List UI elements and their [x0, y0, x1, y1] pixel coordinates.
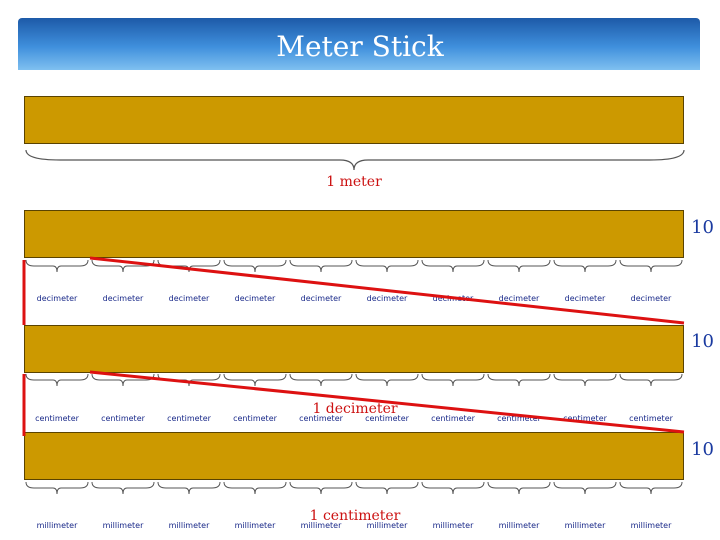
unit-label-millimeter: millimeter — [564, 521, 606, 530]
segment-bracket — [91, 481, 155, 495]
segment-bracket — [91, 373, 155, 387]
segment-bracket — [157, 481, 221, 495]
unit-label-decimeter: decimeter — [300, 294, 342, 303]
unit-label-centimeter: centimeter — [233, 414, 277, 423]
unit-label-decimeter: decimeter — [234, 294, 276, 303]
title-banner — [18, 18, 700, 70]
unit-label-millimeter: millimeter — [366, 521, 408, 530]
segment-bracket — [553, 373, 617, 387]
unit-label-decimeter: decimeter — [36, 294, 78, 303]
segment-bracket — [487, 373, 551, 387]
segment-bracket — [25, 481, 89, 495]
segment-bracket — [223, 481, 287, 495]
segment-bracket — [355, 373, 419, 387]
segment-bracket — [619, 259, 683, 273]
segment-bracket — [619, 373, 683, 387]
segment-bracket — [421, 259, 485, 273]
meter-caption: 1 meter — [326, 174, 382, 190]
decimeter-caption: 1 decimeter — [312, 401, 398, 417]
unit-label-centimeter: centimeter — [563, 414, 607, 423]
unit-label-centimeter: centimeter — [167, 414, 211, 423]
segment-bracket — [553, 259, 617, 273]
unit-label-centimeter: centimeter — [497, 414, 541, 423]
decimeter-stick — [24, 210, 684, 258]
unit-label-millimeter: millimeter — [630, 521, 672, 530]
ratio-label-2: 10 — [691, 331, 714, 352]
unit-label-centimeter: centimeter — [35, 414, 79, 423]
meter-stick-full — [24, 96, 684, 144]
segment-bracket — [289, 259, 353, 273]
unit-label-millimeter: millimeter — [432, 521, 474, 530]
unit-label-centimeter: centimeter — [365, 414, 409, 423]
unit-label-millimeter: millimeter — [168, 521, 210, 530]
ratio-label-3: 10 — [691, 439, 714, 460]
centimeter-caption: 1 centimeter — [309, 508, 401, 524]
segment-bracket — [421, 481, 485, 495]
segment-bracket — [355, 259, 419, 273]
millimeter-stick — [24, 432, 684, 480]
segment-bracket — [289, 373, 353, 387]
segment-bracket — [487, 259, 551, 273]
segment-bracket — [619, 481, 683, 495]
unit-label-millimeter: millimeter — [300, 521, 342, 530]
segment-bracket — [25, 373, 89, 387]
unit-label-decimeter: decimeter — [168, 294, 210, 303]
unit-label-decimeter: decimeter — [366, 294, 408, 303]
unit-label-centimeter: centimeter — [431, 414, 475, 423]
unit-label-centimeter: centimeter — [101, 414, 145, 423]
unit-label-centimeter: centimeter — [299, 414, 343, 423]
unit-label-centimeter: centimeter — [629, 414, 673, 423]
segment-bracket — [223, 373, 287, 387]
segment-bracket — [25, 259, 89, 273]
centimeter-stick — [24, 325, 684, 373]
unit-label-decimeter: decimeter — [498, 294, 540, 303]
unit-label-decimeter: decimeter — [564, 294, 606, 303]
segment-bracket — [289, 481, 353, 495]
segment-bracket — [487, 481, 551, 495]
unit-label-millimeter: millimeter — [498, 521, 540, 530]
segment-bracket — [223, 259, 287, 273]
unit-label-millimeter: millimeter — [234, 521, 276, 530]
page-title: Meter Stick — [276, 30, 444, 63]
unit-label-millimeter: millimeter — [36, 521, 78, 530]
segment-bracket — [553, 481, 617, 495]
unit-label-decimeter: decimeter — [102, 294, 144, 303]
unit-label-decimeter: decimeter — [630, 294, 672, 303]
ratio-label-1: 10 — [691, 217, 714, 238]
segment-bracket — [421, 373, 485, 387]
unit-label-millimeter: millimeter — [102, 521, 144, 530]
segment-bracket — [355, 481, 419, 495]
